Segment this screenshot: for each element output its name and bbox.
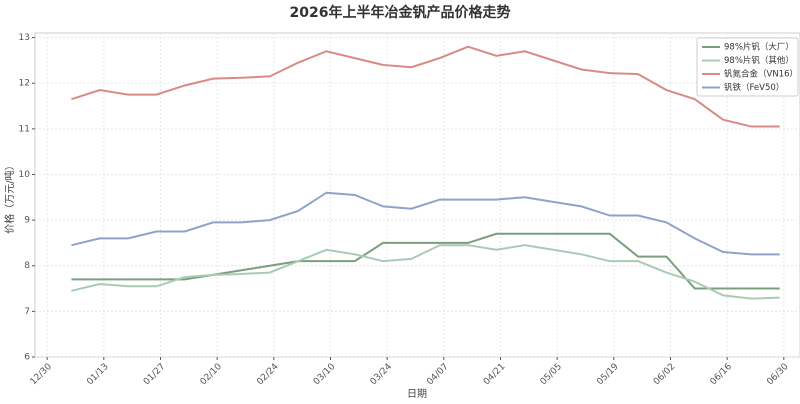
x-tick-label: 06/02 <box>652 362 677 387</box>
x-tick-label: 04/07 <box>425 362 450 387</box>
series-line <box>71 45 780 128</box>
x-tick-label: 01/13 <box>85 362 110 387</box>
x-tick-label: 02/10 <box>199 362 225 388</box>
x-tick-label: 06/30 <box>765 362 791 388</box>
x-tick-label: 06/16 <box>709 362 735 388</box>
y-tick-label: 10 <box>19 170 31 180</box>
y-tick-label: 9 <box>24 216 30 226</box>
y-tick-label: 13 <box>19 33 30 43</box>
x-tick-label: 05/05 <box>539 362 564 387</box>
y-tick-label: 12 <box>19 79 30 89</box>
x-tick-label: 01/27 <box>142 362 167 387</box>
x-tick-label: 03/24 <box>369 362 395 388</box>
x-axis-label: 日期 <box>407 388 427 400</box>
y-tick-label: 11 <box>19 124 30 134</box>
series-line <box>71 244 780 300</box>
y-tick-label: 8 <box>24 261 30 271</box>
legend-label: 钒氮合金（VN16） <box>724 69 798 80</box>
x-tick-label: 12/30 <box>29 362 55 388</box>
y-axis-label: 价格（万元/吨） <box>3 160 16 233</box>
legend-label: 98%片钒（其他） <box>724 55 794 66</box>
legend-label: 98%片钒（大厂） <box>724 42 794 53</box>
y-tick-label: 6 <box>24 353 30 363</box>
series-line <box>71 232 780 290</box>
x-tick-label: 03/10 <box>312 362 338 388</box>
series-line <box>71 191 780 256</box>
x-tick-label: 05/19 <box>595 362 621 388</box>
x-tick-label: 02/24 <box>255 362 281 388</box>
legend-box <box>696 37 799 97</box>
y-tick-label: 7 <box>24 307 30 317</box>
plot-area <box>34 32 800 358</box>
legend-label: 钒铁（FeV50） <box>724 82 784 93</box>
chart-title: 2026年上半年冶金钒产品价格走势 <box>290 4 511 21</box>
x-tick-label: 04/21 <box>482 362 507 387</box>
